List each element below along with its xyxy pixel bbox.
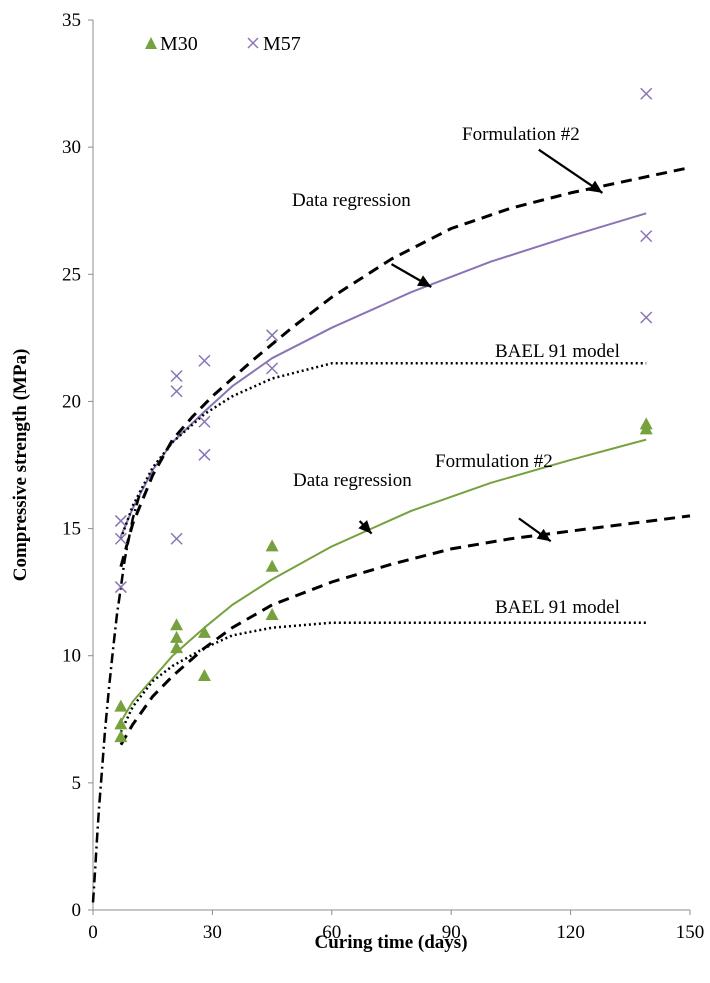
x-tick-label: 120 — [556, 922, 585, 943]
legend: M30 M57 — [145, 33, 301, 55]
legend-label-m57: M57 — [263, 33, 301, 55]
y-axis-title: Compressive strength (MPa) — [10, 349, 31, 582]
data-point-m57 — [170, 369, 183, 383]
annotation-bael-m30: BAEL 91 model — [495, 597, 620, 618]
data-point-m57 — [640, 87, 653, 100]
axis-ticks: 0 5 10 15 20 25 30 35 0 30 60 90 120 150 — [62, 10, 704, 943]
annotation-arrow-head — [358, 520, 372, 534]
x-tick-label: 0 — [88, 922, 98, 943]
data-point-m30 — [170, 630, 184, 643]
y-tick-label: 10 — [62, 646, 81, 667]
x-tick-label: 90 — [442, 922, 461, 943]
y-tick-label: 15 — [62, 519, 81, 540]
annotation-arrow-head — [588, 180, 603, 193]
curve-m30-formulation-2 — [119, 514, 691, 746]
annotation-formulation-m30: Formulation #2 — [435, 451, 553, 472]
data-point-m30 — [170, 641, 184, 654]
data-point-m57 — [640, 230, 653, 243]
legend-label-m30: M30 — [160, 33, 198, 55]
data-point-m30 — [639, 417, 653, 430]
annotation-bael-m57: BAEL 91 model — [495, 341, 620, 362]
data-point-m57 — [170, 385, 183, 398]
model-curves — [91, 166, 691, 903]
data-point-m57 — [170, 532, 183, 545]
annotation-formulation-m57: Formulation #2 — [462, 124, 580, 145]
annotation-regression-m57: Data regression — [292, 190, 411, 211]
curve-m30-data-regression — [120, 438, 647, 723]
curve-shared-early-age-curve — [91, 490, 143, 903]
curve-m30-bael-91-model — [119, 621, 647, 733]
data-points — [114, 87, 653, 743]
x-tick-label: 60 — [322, 922, 341, 943]
annotation-arrow-head — [417, 275, 432, 287]
data-point-m57 — [198, 354, 211, 367]
legend-marker-m57 — [247, 37, 259, 49]
data-point-m30 — [114, 730, 128, 743]
y-tick-label: 0 — [72, 900, 82, 921]
data-point-m30 — [197, 669, 211, 682]
data-point-m30 — [114, 699, 128, 712]
data-point-m30 — [265, 559, 279, 572]
x-tick-label: 150 — [676, 922, 705, 943]
y-tick-label: 5 — [72, 773, 82, 794]
data-point-m57 — [114, 581, 127, 594]
y-tick-label: 35 — [62, 10, 81, 31]
data-point-m30 — [197, 625, 211, 638]
y-tick-label: 30 — [62, 137, 81, 158]
data-point-m57 — [114, 514, 127, 527]
data-point-m30 — [170, 618, 184, 631]
x-axis-title: Curing time (days) — [314, 932, 467, 953]
data-point-m30 — [114, 717, 128, 730]
legend-marker-m30 — [145, 37, 157, 49]
annotation-arrows — [358, 148, 604, 543]
data-point-m57 — [640, 311, 653, 324]
annotation-regression-m30: Data regression — [293, 470, 412, 491]
x-tick-label: 30 — [203, 922, 222, 943]
curve-m57-data-regression — [119, 212, 647, 537]
data-point-m30 — [265, 608, 279, 621]
curve-m57-formulation-2 — [119, 166, 691, 568]
data-point-m57 — [198, 415, 211, 428]
data-point-m57 — [266, 362, 279, 375]
data-point-m57 — [114, 532, 127, 545]
annotation-arrow-head — [536, 528, 551, 542]
data-point-m57 — [266, 329, 279, 342]
curve-m57-bael-91-model — [119, 362, 647, 540]
y-tick-label: 25 — [62, 264, 81, 285]
data-point-m30 — [265, 539, 279, 552]
data-point-m57 — [198, 448, 211, 461]
y-tick-label: 20 — [62, 391, 81, 412]
